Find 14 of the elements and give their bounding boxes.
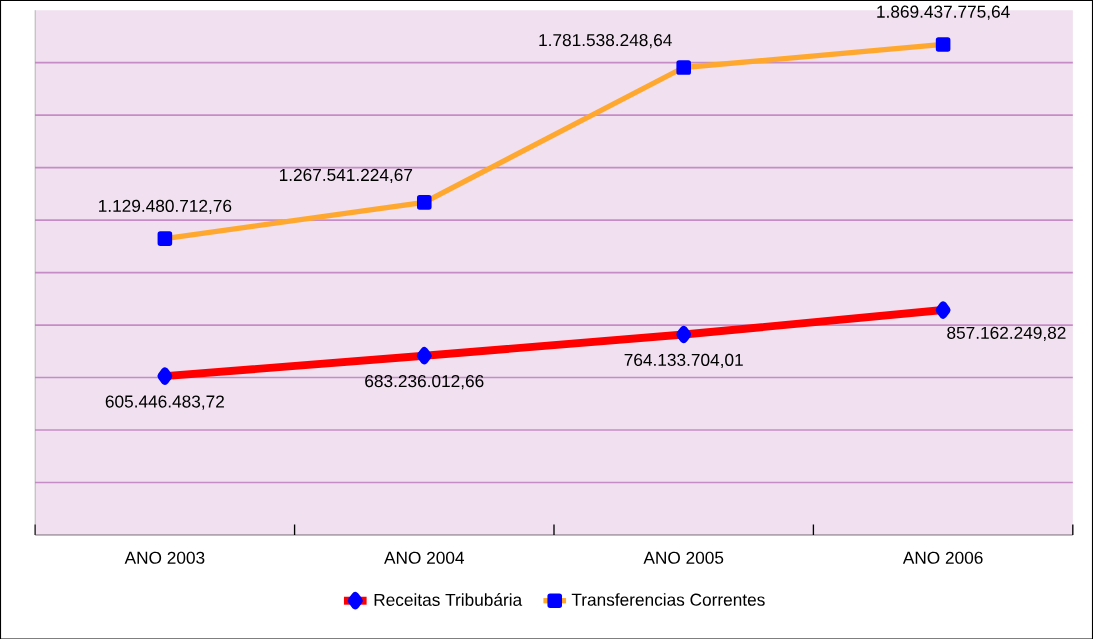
x-tick-label: ANO 2006 <box>902 551 983 564</box>
data-label: 764.133.704,01 <box>624 353 743 368</box>
data-label: 1.129.480.712,76 <box>99 199 232 214</box>
data-label: 683.236.012,66 <box>365 374 484 390</box>
x-tick-label: ANO 2004 <box>384 551 465 564</box>
x-tick-label: ANO 2005 <box>643 551 724 564</box>
data-label: 1.267.541.224,67 <box>279 168 413 183</box>
data-label: 857.162.249,82 <box>947 326 1066 341</box>
legend-label: Receitas Tribubária <box>374 592 523 606</box>
data-label: 605.446.483,72 <box>105 395 224 410</box>
data-label: 1.869.437.775,64 <box>877 5 1010 20</box>
x-tick-label: ANO 2003 <box>124 551 205 564</box>
legend-label: Transferencias Correntes <box>571 592 765 606</box>
data-label: 1.781.538.248,64 <box>539 33 672 49</box>
